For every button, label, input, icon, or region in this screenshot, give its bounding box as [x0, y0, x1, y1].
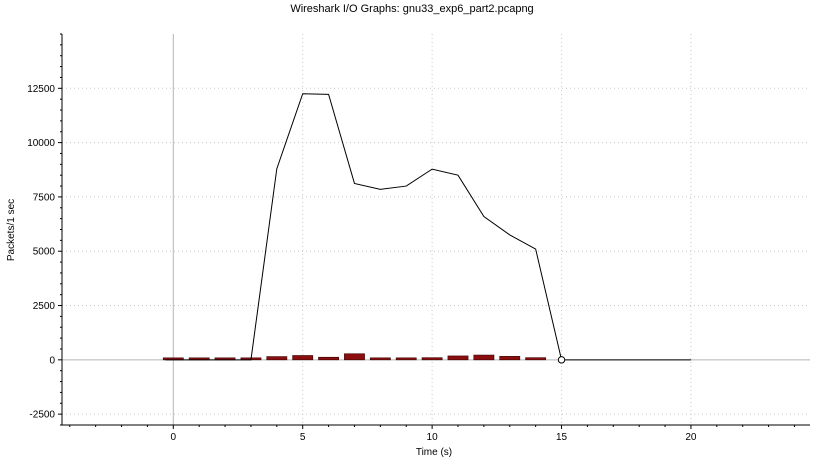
y-tick-label: 2500 — [33, 301, 56, 312]
y-tick-label: 5000 — [33, 247, 56, 258]
bar — [447, 355, 469, 361]
bar — [525, 357, 547, 361]
bar — [369, 357, 391, 361]
bar — [292, 355, 314, 361]
line-layer — [165, 93, 691, 361]
bar — [499, 356, 521, 361]
x-axis-label: Time (s) — [416, 447, 452, 458]
bar — [421, 357, 443, 361]
bar — [344, 353, 365, 361]
y-tick-label: 12500 — [27, 84, 55, 95]
y-tick-label: 0 — [49, 355, 55, 366]
cursor-marker — [557, 356, 566, 364]
bar — [266, 356, 288, 361]
axes-layer: -2500 0 2500 5000 7500 10000 12500 0 5 10 15 20 — [27, 33, 810, 443]
bar — [473, 354, 495, 361]
chart-title: Wireshark I/O Graphs: gnu33_exp6_part2.p… — [290, 3, 534, 15]
y-tick-label: 10000 — [27, 138, 55, 149]
x-tick-label: 10 — [427, 432, 439, 443]
y-axis-label: Packets/1 sec — [6, 199, 17, 261]
bar — [318, 356, 339, 361]
bars-layer — [162, 353, 547, 361]
marker-layer — [557, 356, 566, 364]
x-tick-label: 5 — [300, 432, 306, 443]
y-tick-label: -2500 — [29, 410, 55, 421]
x-tick-label: 0 — [171, 432, 177, 443]
x-tick-label: 20 — [685, 432, 697, 443]
grid-layer — [62, 34, 810, 425]
y-tick-label: 7500 — [33, 192, 56, 203]
series-line — [165, 93, 691, 361]
bar — [395, 357, 417, 361]
x-tick-label: 15 — [556, 432, 568, 443]
